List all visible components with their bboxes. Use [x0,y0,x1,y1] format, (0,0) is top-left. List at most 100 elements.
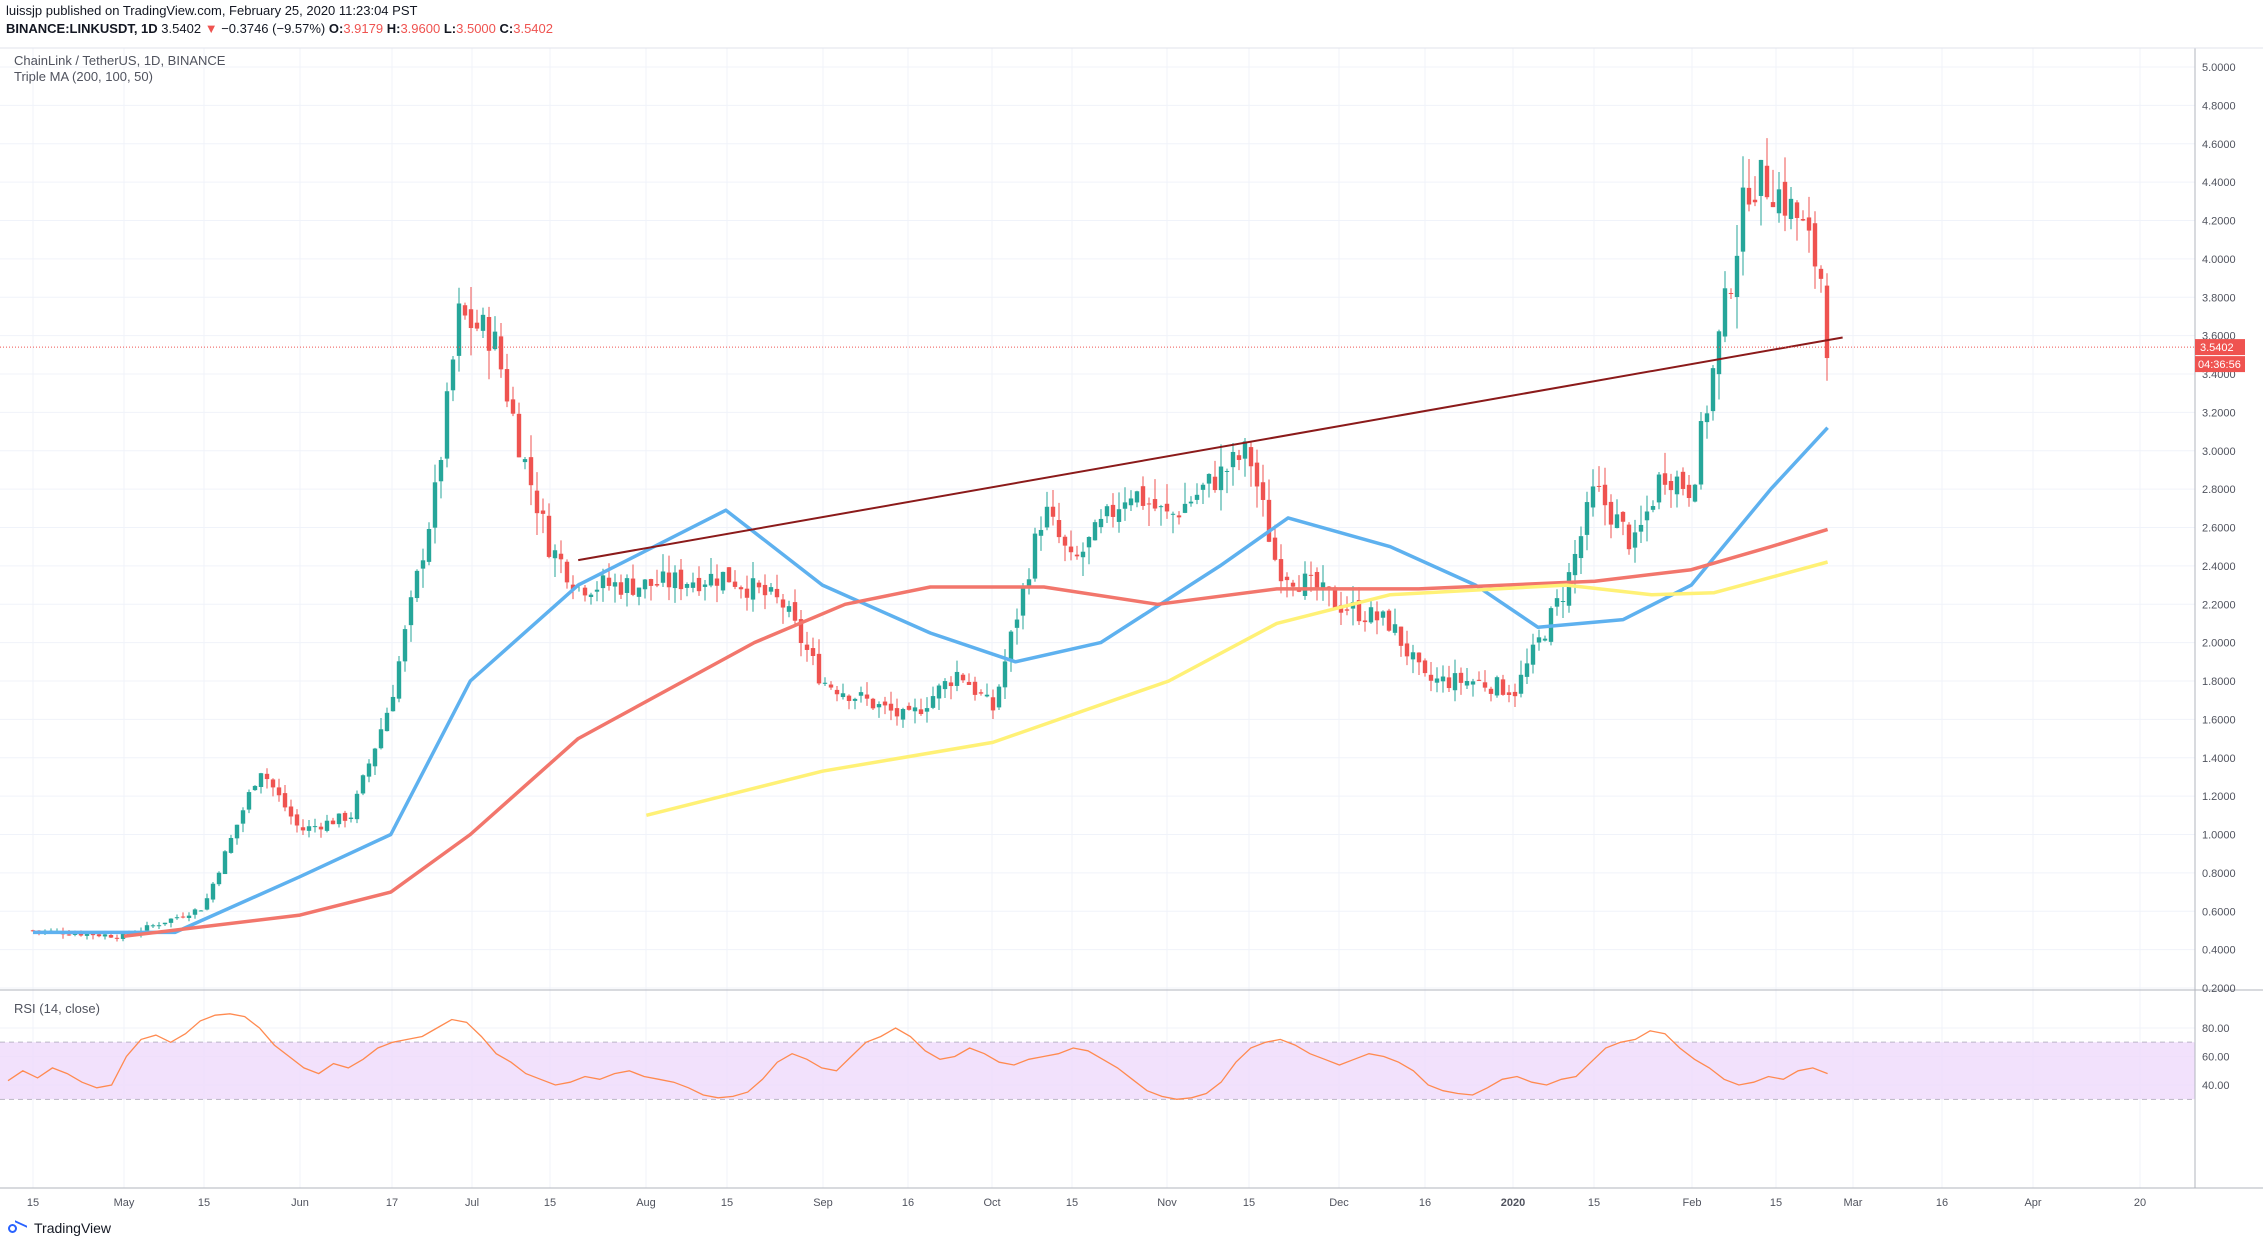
last-price: 3.5402 [161,21,202,36]
candle-body [1698,421,1704,485]
candle-body [1230,451,1236,468]
candle-body [1182,503,1188,513]
candle-body [876,704,882,708]
candle-body [996,686,1002,708]
candle-body [696,577,702,592]
candle-body [672,572,678,589]
candle-body [792,602,798,621]
candle-body [1020,586,1026,616]
candle-body [534,490,540,514]
candle-body [1500,679,1506,695]
time-tick-label: 15 [1243,1197,1255,1209]
candle-body [1356,600,1362,622]
price-tick-label: 1.2000 [2202,791,2236,803]
time-tick-label: Apr [2024,1197,2041,1209]
candle-body [1674,476,1680,495]
price-tick-label: 3.0000 [2202,446,2236,458]
price-tick-label: 2.6000 [2202,523,2236,535]
candle-body [906,705,912,710]
time-tick-label: Dec [1329,1197,1349,1209]
candle-body [1542,638,1548,641]
candle-body [270,779,276,788]
candle-body [840,693,846,698]
candle-body [714,578,720,586]
candle-body [1602,484,1608,506]
candle-body [516,413,522,458]
candle-body [222,851,228,875]
price-tick-label: 2.8000 [2202,484,2236,496]
candle-body [1644,511,1650,521]
candle-body [180,916,186,918]
candle-body [1488,688,1494,694]
time-tick-label: Jun [291,1197,309,1209]
candle-body [1272,537,1278,560]
candle-body [378,729,384,749]
candle-body [408,597,414,626]
time-tick-label: Oct [983,1197,1000,1209]
candle-body [264,773,270,780]
candle-body [114,937,120,939]
candle-body [372,748,378,767]
candle-body [690,582,696,588]
candle-body [786,606,792,612]
candle-body [1176,515,1182,518]
candle-body [612,582,618,587]
candle-body [960,674,966,681]
candle-body [1086,536,1092,548]
price-tick-label: 1.4000 [2202,753,2236,765]
candle-body [1314,571,1320,590]
candle-body [1092,522,1098,541]
candle-body [582,587,588,596]
candle-body [1788,198,1794,219]
candle-body [528,457,534,486]
candle-body [684,584,690,588]
candle-body [1662,473,1668,485]
price-tick-label: 3.2000 [2202,407,2236,419]
candle-body [1236,455,1242,460]
candle-body [1494,677,1500,696]
footer[interactable]: TradingView [8,1220,111,1236]
candle-body [1398,626,1404,646]
candle-body [144,925,150,931]
time-tick-label: 15 [27,1197,39,1209]
candle-body [1128,498,1134,506]
candle-body [1224,470,1230,472]
candle-body [1362,620,1368,623]
candle-body [1038,529,1044,536]
candle-body [432,482,438,528]
candle-body [768,587,774,592]
candle-body [816,653,822,684]
candle-body [186,915,192,918]
candle-body [1578,536,1584,559]
ma-line [33,426,1829,935]
candle-body [1452,673,1458,691]
candle-body [354,793,360,820]
candle-body [1626,524,1632,550]
rsi-tick-label: 60.00 [2202,1052,2230,1064]
candle-body [1794,202,1800,218]
candle-body [1248,447,1254,467]
candle-body [318,826,324,830]
candle-body [1716,331,1722,375]
candle-body [492,331,498,350]
candle-body [102,934,108,937]
candle-body [1512,691,1518,697]
candle-body [252,785,258,791]
candle-body [864,694,870,699]
candle-body [1656,474,1662,503]
price-tick-label: 0.6000 [2202,906,2236,918]
candle-body [630,578,636,595]
time-tick-label: 15 [1588,1197,1600,1209]
candle-body [846,695,852,701]
time-tick-label: 15 [1066,1197,1078,1209]
candle-body [174,917,180,919]
candle-body [540,510,546,514]
candle-body [1056,520,1062,538]
candle-body [834,689,840,695]
rsi-line [7,1013,1828,1100]
candle-body [360,775,366,794]
candle-body [1686,484,1692,499]
candle-body [486,316,492,351]
candle-body [1320,582,1326,591]
